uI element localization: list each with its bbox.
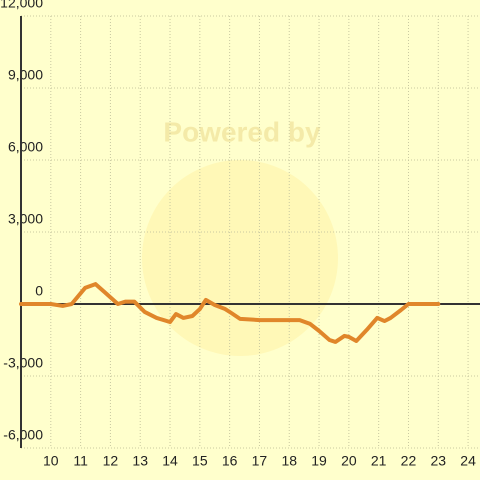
y-tick-label: 12,000 [0,0,43,11]
x-tick-label: 16 [222,453,238,469]
x-tick-label: 22 [401,453,417,469]
x-tick-label: 10 [43,453,59,469]
x-tick-label: 11 [73,453,88,469]
x-tick-label: 13 [132,453,148,469]
x-tick-label: 17 [252,453,268,469]
x-tick-label: 12 [103,453,119,469]
x-tick-label: 21 [371,453,387,469]
y-tick-label: 9,000 [8,67,43,83]
y-tick-label: 6,000 [8,139,43,155]
y-tick-label: -3,000 [3,355,43,371]
watermark: Powered by [163,116,321,147]
x-tick-label: 15 [192,453,208,469]
x-tick-label: 18 [281,453,297,469]
x-tick-label: 20 [341,453,357,469]
x-tick-label: 14 [162,453,178,469]
y-tick-label: -6,000 [3,427,43,443]
x-tick-label: 24 [460,453,476,469]
y-tick-label: 0 [35,283,43,299]
x-tick-label: 23 [430,453,446,469]
y-tick-label: 3,000 [8,211,43,227]
data-line [19,282,441,344]
watermark-logo [142,160,338,356]
x-tick-label: 19 [311,453,327,469]
